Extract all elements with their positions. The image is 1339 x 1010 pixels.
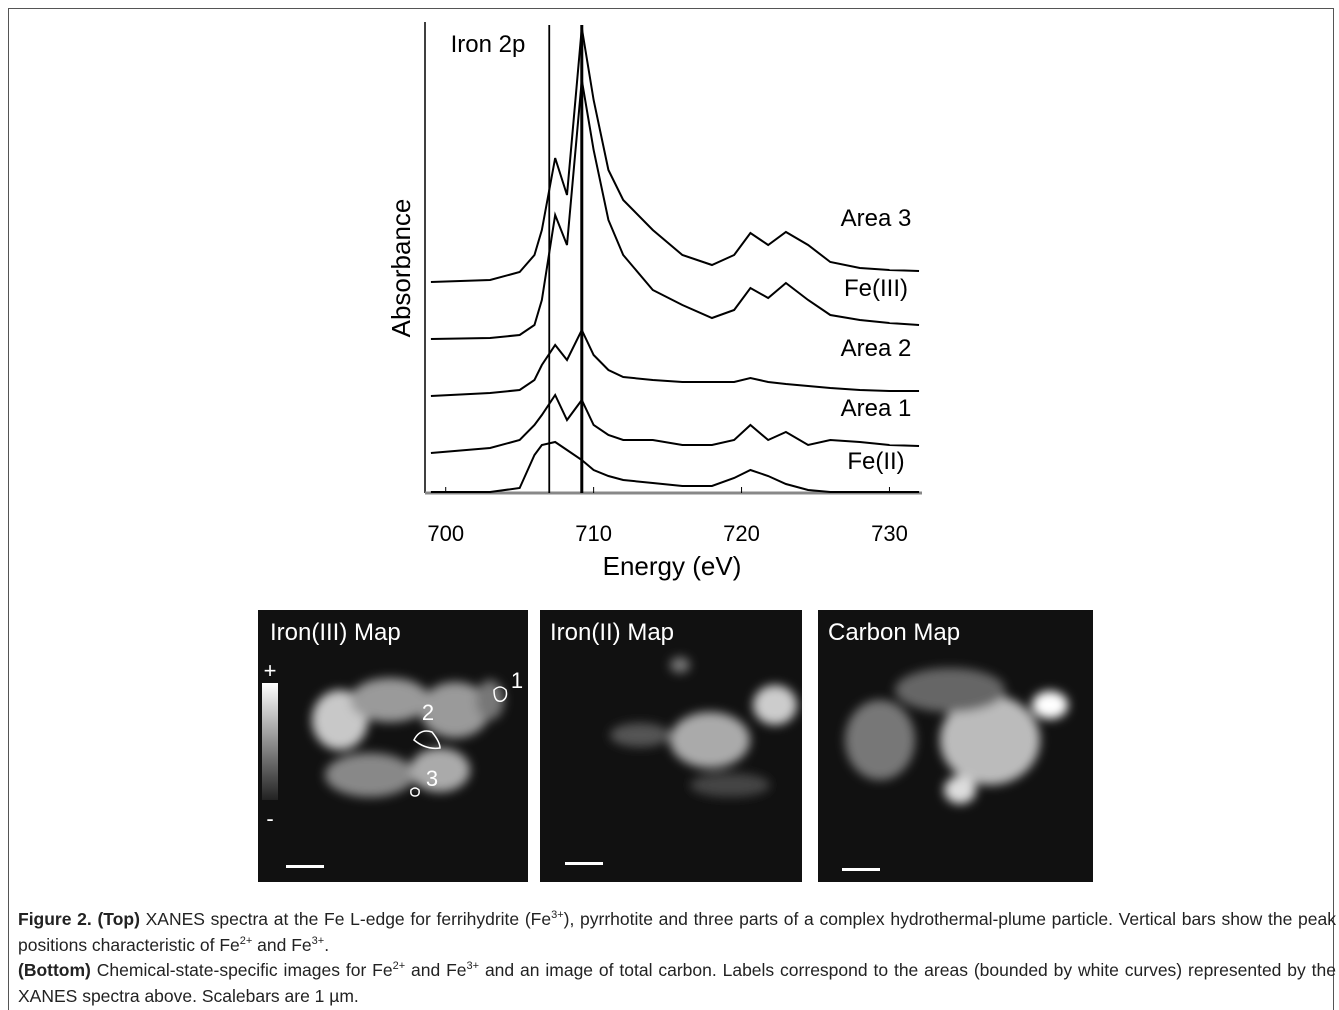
series-label: Area 2 bbox=[841, 335, 912, 362]
y-axis-title: Absorbance bbox=[386, 199, 416, 338]
superscript: 3+ bbox=[466, 960, 480, 973]
spectrum-line bbox=[430, 392, 920, 454]
map-title: Iron(II) Map bbox=[550, 619, 674, 646]
caption-label: (Top) bbox=[97, 909, 140, 929]
caption-bottom: (Bottom) Chemical-state-specific images … bbox=[18, 958, 1336, 1009]
x-axis-title: Energy (eV) bbox=[603, 551, 742, 581]
series-label: Fe(III) bbox=[844, 275, 908, 302]
caption-segment: and an image of total carbon. Labels cor… bbox=[18, 960, 1336, 1006]
map-panel: Iron(II) Map bbox=[540, 610, 802, 882]
area-label: 1 bbox=[511, 668, 523, 693]
colorbar-plus: + bbox=[264, 658, 277, 683]
figure-label: Figure 2. bbox=[18, 909, 92, 929]
caption-segment: and Fe bbox=[405, 960, 467, 980]
caption-segment: XANES spectra at the Fe L-edge for ferri… bbox=[145, 909, 552, 929]
figure-frame bbox=[8, 8, 1334, 1010]
caption-segment: and Fe bbox=[252, 934, 312, 955]
x-tick-label: 720 bbox=[723, 521, 760, 546]
colorbar-minus: - bbox=[266, 806, 273, 831]
spectrum-line bbox=[430, 27, 920, 283]
map-title: Carbon Map bbox=[828, 619, 960, 646]
caption-segment: Chemical-state-specific images for Fe bbox=[96, 960, 393, 980]
series-label: Fe(II) bbox=[847, 448, 904, 475]
caption-segment: ), pyrrhotite and three parts of a compl… bbox=[18, 909, 1336, 955]
x-tick-label: 700 bbox=[427, 521, 464, 546]
area-label: 3 bbox=[426, 766, 438, 791]
spectrum-line bbox=[430, 79, 920, 340]
map-panel: + - 1 2 3 Iron(III) Map bbox=[258, 610, 528, 882]
caption-top: Figure 2. (Top) XANES spectra at the Fe … bbox=[18, 907, 1336, 958]
area-label: 2 bbox=[422, 700, 434, 725]
superscript: 2+ bbox=[239, 934, 253, 947]
series-label: Area 1 bbox=[841, 395, 912, 422]
caption: Figure 2. (Top) XANES spectra at the Fe … bbox=[18, 907, 1336, 1009]
map-title: Iron(III) Map bbox=[270, 619, 401, 646]
caption-text: Chemical-state-specific images for Fe2+ … bbox=[18, 960, 1336, 1006]
spectrum-line bbox=[430, 440, 920, 493]
caption-label: (Bottom) bbox=[18, 960, 91, 980]
x-tick-label: 710 bbox=[575, 521, 612, 546]
superscript: 3+ bbox=[551, 909, 564, 922]
spectrum-line bbox=[430, 327, 920, 397]
caption-segment: . bbox=[324, 934, 330, 955]
caption-text: XANES spectra at the Fe L-edge for ferri… bbox=[18, 909, 1336, 955]
annotation: Iron 2p bbox=[451, 31, 526, 58]
x-tick-label: 730 bbox=[871, 521, 908, 546]
map-panel: Carbon Map bbox=[818, 610, 1093, 882]
series-label: Area 3 bbox=[841, 205, 912, 232]
figure: Iron 2p Absorbance Energy (eV) 700 710 720… bbox=[258, 22, 1093, 882]
superscript: 3+ bbox=[311, 934, 325, 947]
superscript: 2+ bbox=[392, 960, 406, 973]
